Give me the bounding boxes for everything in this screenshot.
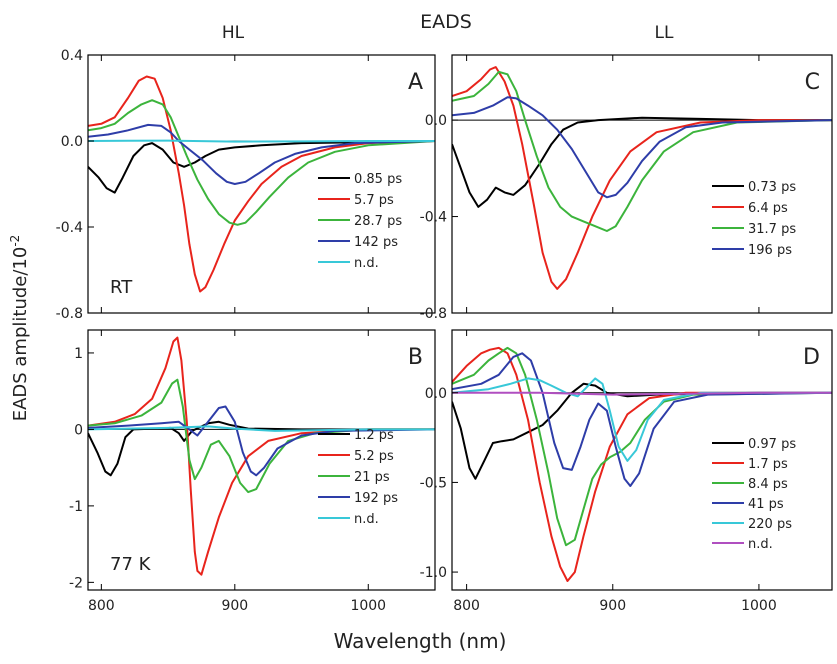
y-tick-label: 0 xyxy=(74,422,83,438)
y-tick-label: -0.4 xyxy=(420,210,447,226)
panel-b: 800 900 1000 -2 -1 0 1 B 77 K 1.2 ps 5.2 ps 21 ps 19… xyxy=(69,329,436,614)
y-tick-label: -2 xyxy=(69,575,83,591)
legend-label: 0.97 ps xyxy=(748,437,796,452)
legend-label: 0.85 ps xyxy=(354,172,402,187)
y-tick-label: -0.5 xyxy=(420,475,447,491)
x-tick-label: 800 xyxy=(453,598,480,614)
legend-label: 0.73 ps xyxy=(748,180,796,195)
y-tick-label: 1 xyxy=(74,346,83,362)
series-line-3 xyxy=(452,70,832,232)
y-tick-label: 0.0 xyxy=(425,386,447,402)
legend-label: 8.4 ps xyxy=(748,477,788,492)
legend-label: 192 ps xyxy=(354,491,398,506)
y-tick-label: -1 xyxy=(69,499,83,515)
panel-letter: B xyxy=(408,345,423,370)
x-axis-label: Wavelength (nm) xyxy=(334,629,507,653)
legend: 0.97 ps 1.7 ps 8.4 ps 41 ps 220 ps n.d. xyxy=(712,437,796,552)
series-line-6 xyxy=(452,391,832,396)
series-line-1 xyxy=(452,382,832,480)
legend-label: n.d. xyxy=(354,512,379,527)
y-tick-label: -1.0 xyxy=(420,565,447,581)
legend-label: 142 ps xyxy=(354,235,398,250)
column-label-ll: LL xyxy=(655,23,674,43)
panel-letter: A xyxy=(408,70,423,95)
series-line-2 xyxy=(88,75,435,293)
series-line-1 xyxy=(88,140,435,194)
plot-frame xyxy=(87,329,436,591)
series-line-4 xyxy=(88,405,435,477)
legend-label: 5.7 ps xyxy=(354,193,394,208)
panel-letter: C xyxy=(805,70,820,95)
legend-label: 21 ps xyxy=(354,470,390,485)
y-tick-label: -0.8 xyxy=(420,306,447,322)
legend: 0.85 ps 5.7 ps 28.7 ps 142 ps n.d. xyxy=(318,172,402,271)
plot-frame xyxy=(451,54,833,314)
panel-a: -0.8 -0.4 0.0 0.4 A RT 0.85 ps 5.7 ps 28.7 ps 142… xyxy=(56,48,436,322)
y-axis-label-group: EADS amplitude/10-2 xyxy=(8,235,31,422)
series-line-5 xyxy=(452,377,832,462)
y-tick-label: 0.0 xyxy=(61,134,83,150)
legend-label: 31.7 ps xyxy=(748,222,796,237)
x-tick-label: 900 xyxy=(599,598,626,614)
panel-annotation: 77 K xyxy=(110,554,152,575)
series-line-3 xyxy=(88,99,435,226)
panel-d: 800 900 1000 -1.0 -0.5 0.0 D 0.97 ps 1.7 ps 8.4 p… xyxy=(420,329,833,614)
x-tick-label: 800 xyxy=(88,598,115,614)
legend-label: 196 ps xyxy=(748,243,792,258)
legend-label: 220 ps xyxy=(748,517,792,532)
legend-label: 5.2 ps xyxy=(354,449,394,464)
series-line-2 xyxy=(88,336,435,576)
y-axis-label: EADS amplitude/10-2 xyxy=(8,235,31,422)
series-line-2 xyxy=(452,66,832,290)
panel-letter: D xyxy=(803,345,820,370)
y-tick-label: -0.4 xyxy=(56,220,83,236)
legend-label: 41 ps xyxy=(748,497,784,512)
legend-label: n.d. xyxy=(748,537,773,552)
plot-frame xyxy=(87,54,436,314)
panel-c: -0.8 -0.4 0.0 C 0.73 ps 6.4 ps 31.7 ps 196 ps xyxy=(420,54,833,322)
series-line-1 xyxy=(452,116,832,208)
legend-label: 1.7 ps xyxy=(748,457,788,472)
x-tick-label: 900 xyxy=(221,598,248,614)
x-tick-label: 1000 xyxy=(350,598,386,614)
legend-label: 1.2 ps xyxy=(354,428,394,443)
series-line-2 xyxy=(452,346,832,582)
legend: 0.73 ps 6.4 ps 31.7 ps 196 ps xyxy=(712,180,796,258)
y-tick-label: 0.4 xyxy=(61,48,83,64)
series-line-1 xyxy=(88,420,435,477)
series-line-4 xyxy=(88,123,435,185)
panel-annotation: RT xyxy=(110,277,133,298)
y-axis-label-text: EADS amplitude/10 xyxy=(10,247,31,422)
series-line-5 xyxy=(88,425,435,432)
y-axis-label-exponent: -2 xyxy=(8,235,22,247)
series-line-4 xyxy=(452,352,832,487)
series-line-3 xyxy=(88,378,435,494)
figure-title: EADS xyxy=(420,11,472,33)
x-tick-label: 1000 xyxy=(741,598,777,614)
legend-label: 28.7 ps xyxy=(354,214,402,229)
panels: -0.8 -0.4 0.0 0.4 A RT 0.85 ps 5.7 ps 28.7 ps 142… xyxy=(56,48,833,614)
legend: 1.2 ps 5.2 ps 21 ps 192 ps n.d. xyxy=(318,428,398,527)
plot-frame xyxy=(451,329,833,591)
y-tick-label: 0.0 xyxy=(425,113,447,129)
series-line-4 xyxy=(452,96,832,199)
column-label-hl: HL xyxy=(222,23,245,43)
series-line-5 xyxy=(88,139,435,143)
y-tick-label: -0.8 xyxy=(56,306,83,322)
series-line-3 xyxy=(452,346,832,547)
legend-label: 6.4 ps xyxy=(748,201,788,216)
legend-label: n.d. xyxy=(354,256,379,271)
